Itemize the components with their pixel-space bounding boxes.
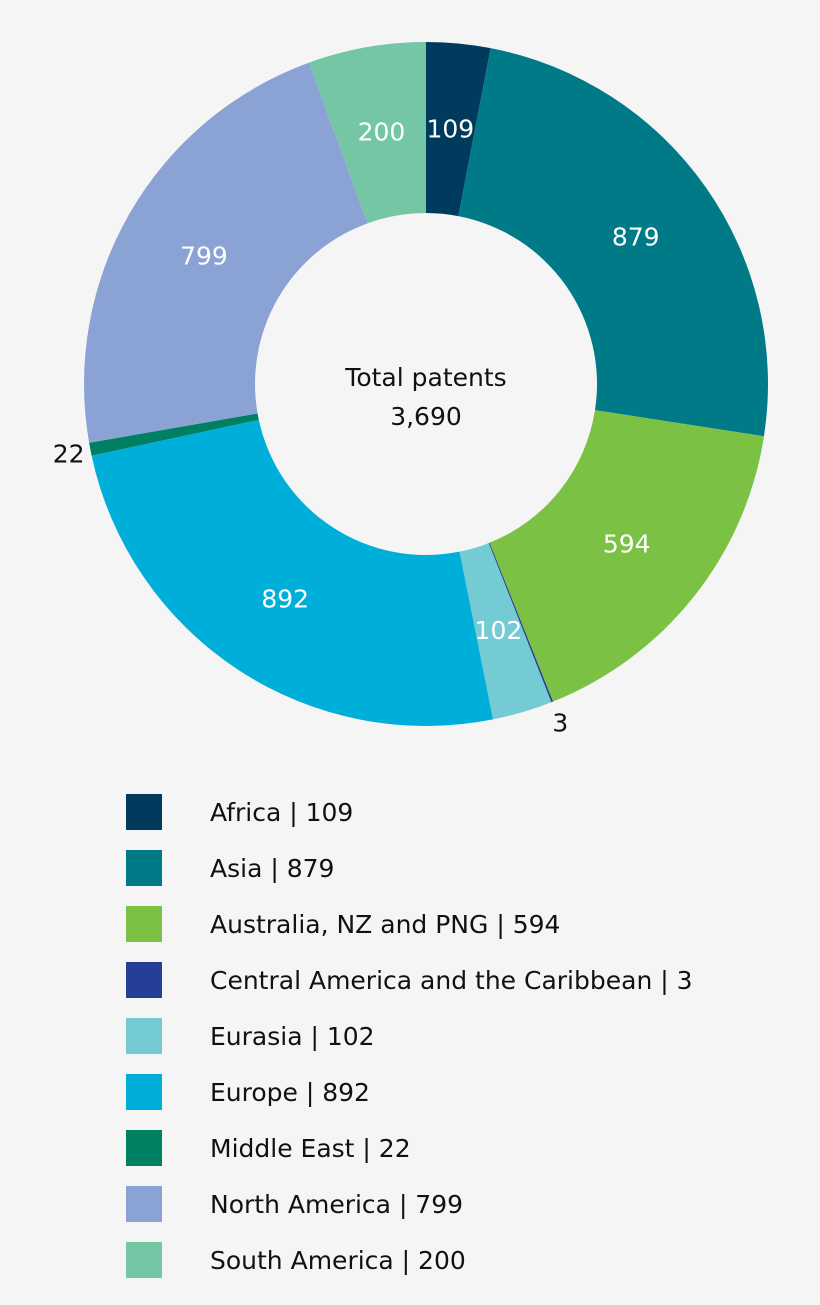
legend-item: Eurasia | 102 (126, 1008, 693, 1064)
legend-label: South America | 200 (210, 1246, 466, 1275)
legend-swatch (126, 794, 162, 830)
legend-label: Europe | 892 (210, 1078, 370, 1107)
legend-swatch (126, 1186, 162, 1222)
legend-label: Middle East | 22 (210, 1134, 411, 1163)
legend-item: North America | 799 (126, 1176, 693, 1232)
legend-item: South America | 200 (126, 1232, 693, 1288)
data-label: 879 (612, 222, 660, 251)
legend-label: Asia | 879 (210, 854, 334, 883)
center-label: Total patents (344, 363, 506, 392)
data-label: 3 (552, 708, 568, 737)
data-label: 109 (427, 115, 475, 144)
legend-swatch (126, 1130, 162, 1166)
legend-label: Central America and the Caribbean | 3 (210, 966, 693, 995)
legend-item: Africa | 109 (126, 784, 693, 840)
data-label: 102 (475, 616, 523, 645)
data-label: 22 (53, 439, 85, 468)
data-label: 799 (180, 242, 228, 271)
legend-label: North America | 799 (210, 1190, 463, 1219)
legend-swatch (126, 962, 162, 998)
slice-europe (92, 420, 493, 726)
data-label: 200 (358, 117, 406, 146)
legend-swatch (126, 850, 162, 886)
legend: Africa | 109 Asia | 879 Australia, NZ and … (126, 784, 693, 1288)
legend-item: Europe | 892 (126, 1064, 693, 1120)
legend-swatch (126, 906, 162, 942)
legend-item: Asia | 879 (126, 840, 693, 896)
donut-chart: 109 879 594 3 102 892 22 799 200 Total patents 3… (0, 0, 820, 760)
legend-swatch (126, 1018, 162, 1054)
legend-item: Australia, NZ and PNG | 594 (126, 896, 693, 952)
data-label: 892 (261, 584, 309, 613)
legend-item: Middle East | 22 (126, 1120, 693, 1176)
legend-item: Central America and the Caribbean | 3 (126, 952, 693, 1008)
legend-label: Australia, NZ and PNG | 594 (210, 910, 560, 939)
legend-label: Eurasia | 102 (210, 1022, 375, 1051)
legend-label: Africa | 109 (210, 798, 353, 827)
data-label: 594 (603, 530, 651, 559)
legend-swatch (126, 1242, 162, 1278)
legend-swatch (126, 1074, 162, 1110)
center-value: 3,690 (390, 402, 462, 431)
